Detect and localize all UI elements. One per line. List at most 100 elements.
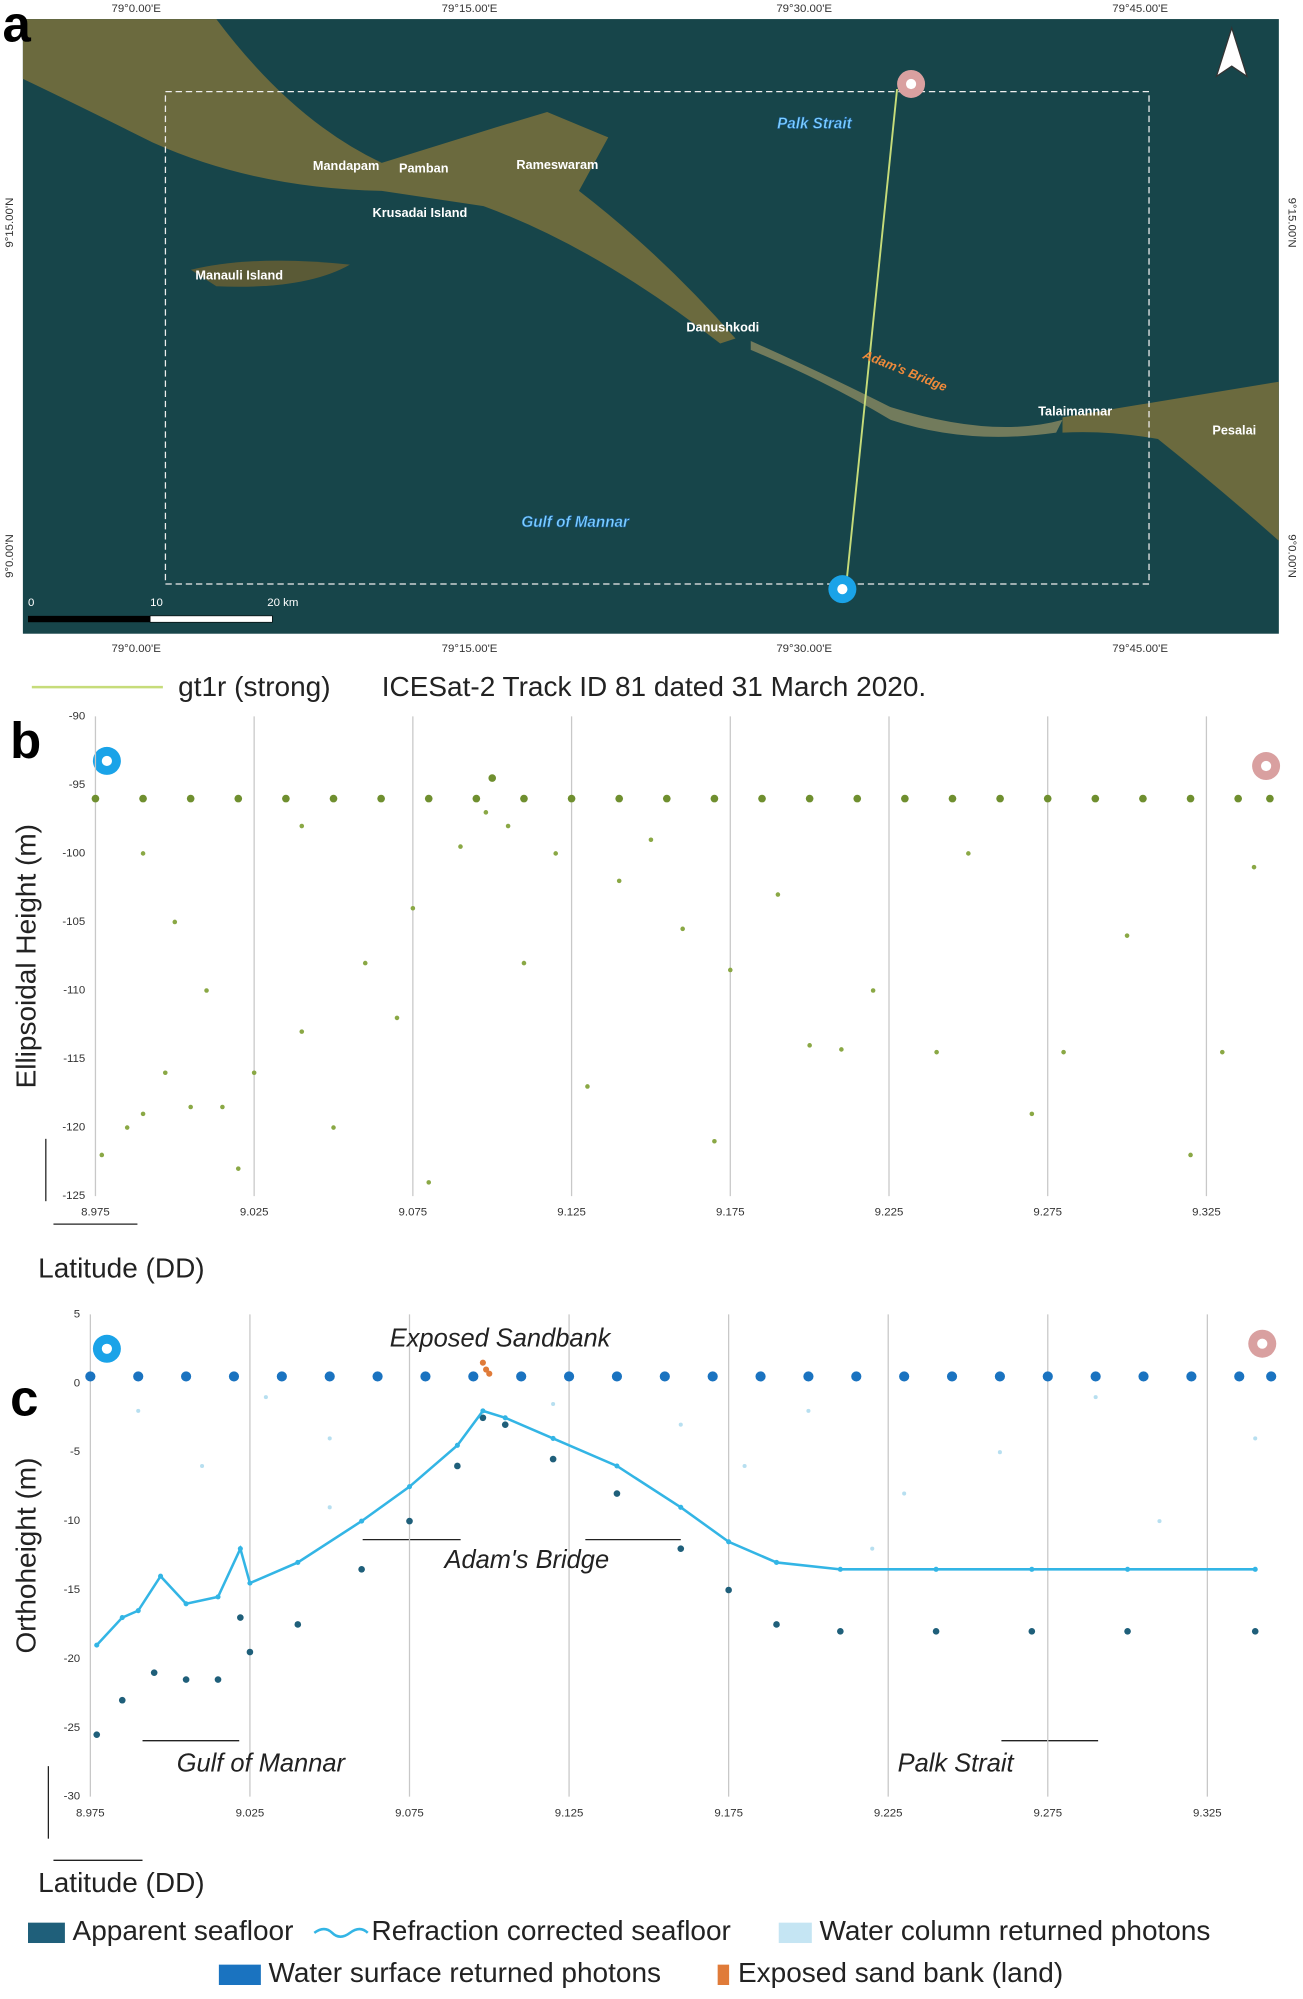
x-tick-label: 9.325 — [1193, 1807, 1222, 1819]
data-point — [480, 1408, 486, 1414]
lat-tick-label: 9°15.00'N — [4, 198, 16, 248]
y-tick-label: -5 — [70, 1446, 80, 1458]
data-point — [1091, 794, 1100, 803]
annotation: Gulf of Mannar — [177, 1750, 347, 1778]
lon-tick-label: 79°30.00'E — [776, 643, 832, 655]
data-point — [1125, 1566, 1131, 1572]
data-point — [406, 1517, 413, 1525]
data-point — [662, 794, 671, 803]
data-point — [183, 1601, 189, 1607]
data-point — [1253, 1436, 1258, 1441]
data-point — [133, 1371, 144, 1382]
data-point — [707, 1371, 718, 1382]
data-point — [550, 1435, 556, 1441]
data-point — [516, 1371, 527, 1382]
data-point — [182, 1676, 190, 1683]
data-point — [372, 1371, 383, 1382]
data-point — [483, 1366, 490, 1373]
lon-tick-label: 79°0.00'E — [111, 643, 161, 655]
data-point — [247, 1580, 253, 1586]
data-point — [1093, 1395, 1098, 1400]
data-point — [807, 1043, 812, 1048]
track-line — [845, 88, 899, 586]
data-point — [294, 1621, 302, 1628]
data-point — [329, 794, 338, 803]
data-point — [775, 892, 781, 897]
data-point — [237, 1546, 243, 1552]
data-point — [454, 1462, 461, 1470]
x-tick-label: 9.325 — [1192, 1207, 1221, 1219]
pin-dot — [101, 1343, 112, 1354]
data-point — [91, 794, 100, 803]
data-point — [755, 1371, 766, 1382]
water-label: Palk Strait — [777, 116, 853, 133]
data-point — [119, 1615, 125, 1621]
data-point — [853, 794, 862, 803]
data-point — [1186, 1371, 1197, 1382]
data-point — [204, 988, 209, 993]
data-point — [246, 1648, 254, 1656]
series-line — [95, 1409, 1256, 1646]
place-label: Manauli Island — [195, 267, 283, 282]
data-point — [136, 1408, 141, 1413]
scale-bar — [149, 615, 273, 623]
data-point — [479, 1359, 486, 1366]
data-point — [567, 794, 576, 803]
data-point — [997, 1450, 1002, 1455]
data-point — [773, 1559, 780, 1565]
data-point — [426, 1180, 432, 1185]
data-point — [99, 1152, 105, 1158]
data-point — [870, 1546, 875, 1551]
y-tick-label: -110 — [63, 985, 85, 997]
data-point — [994, 1371, 1005, 1382]
y-tick-label: -120 — [62, 1122, 85, 1134]
data-point — [899, 1371, 910, 1382]
data-point — [1186, 794, 1195, 803]
annotation: Adam's Bridge — [442, 1546, 609, 1574]
legend-swatch — [717, 1964, 730, 1986]
data-point — [458, 844, 463, 849]
data-point — [228, 1371, 240, 1382]
land — [22, 19, 736, 344]
data-point — [727, 967, 733, 973]
data-point — [933, 1566, 939, 1572]
data-point — [282, 794, 290, 803]
data-point — [648, 837, 654, 843]
data-point — [215, 1594, 221, 1600]
map — [22, 19, 1279, 634]
panel-label: b — [10, 712, 41, 769]
data-point — [712, 1138, 717, 1144]
data-point — [1266, 1371, 1277, 1382]
legend-label: Water surface returned photons — [268, 1957, 661, 1988]
data-point — [140, 851, 146, 856]
data-point — [805, 794, 814, 803]
data-point — [172, 919, 178, 925]
data-point — [162, 1070, 168, 1076]
data-point — [94, 1642, 100, 1648]
data-point — [501, 1421, 509, 1428]
north-arrow — [1215, 25, 1249, 78]
legend-swatch — [313, 1927, 369, 1938]
data-point — [1220, 1049, 1225, 1055]
data-point — [479, 1414, 487, 1422]
data-point — [680, 926, 685, 932]
lat-tick-label: 9°0.00'N — [4, 534, 16, 578]
data-point — [1139, 794, 1147, 803]
data-point — [710, 794, 719, 803]
data-point — [839, 1047, 844, 1052]
lon-tick-label: 79°15.00'E — [442, 643, 498, 655]
data-point — [251, 1070, 257, 1076]
data-point — [1252, 1566, 1258, 1572]
y-tick-label: -90 — [69, 710, 86, 722]
study-area — [164, 90, 1150, 585]
data-point — [932, 1628, 940, 1635]
data-point — [331, 1125, 336, 1130]
x-tick-label: 9.175 — [714, 1807, 743, 1819]
place-label: Krusadai Island — [373, 205, 468, 220]
data-point — [551, 1401, 556, 1407]
data-point — [424, 794, 433, 803]
data-point — [327, 1505, 332, 1510]
pin-dot — [1257, 1338, 1268, 1349]
y-tick-label: 5 — [74, 1308, 80, 1320]
